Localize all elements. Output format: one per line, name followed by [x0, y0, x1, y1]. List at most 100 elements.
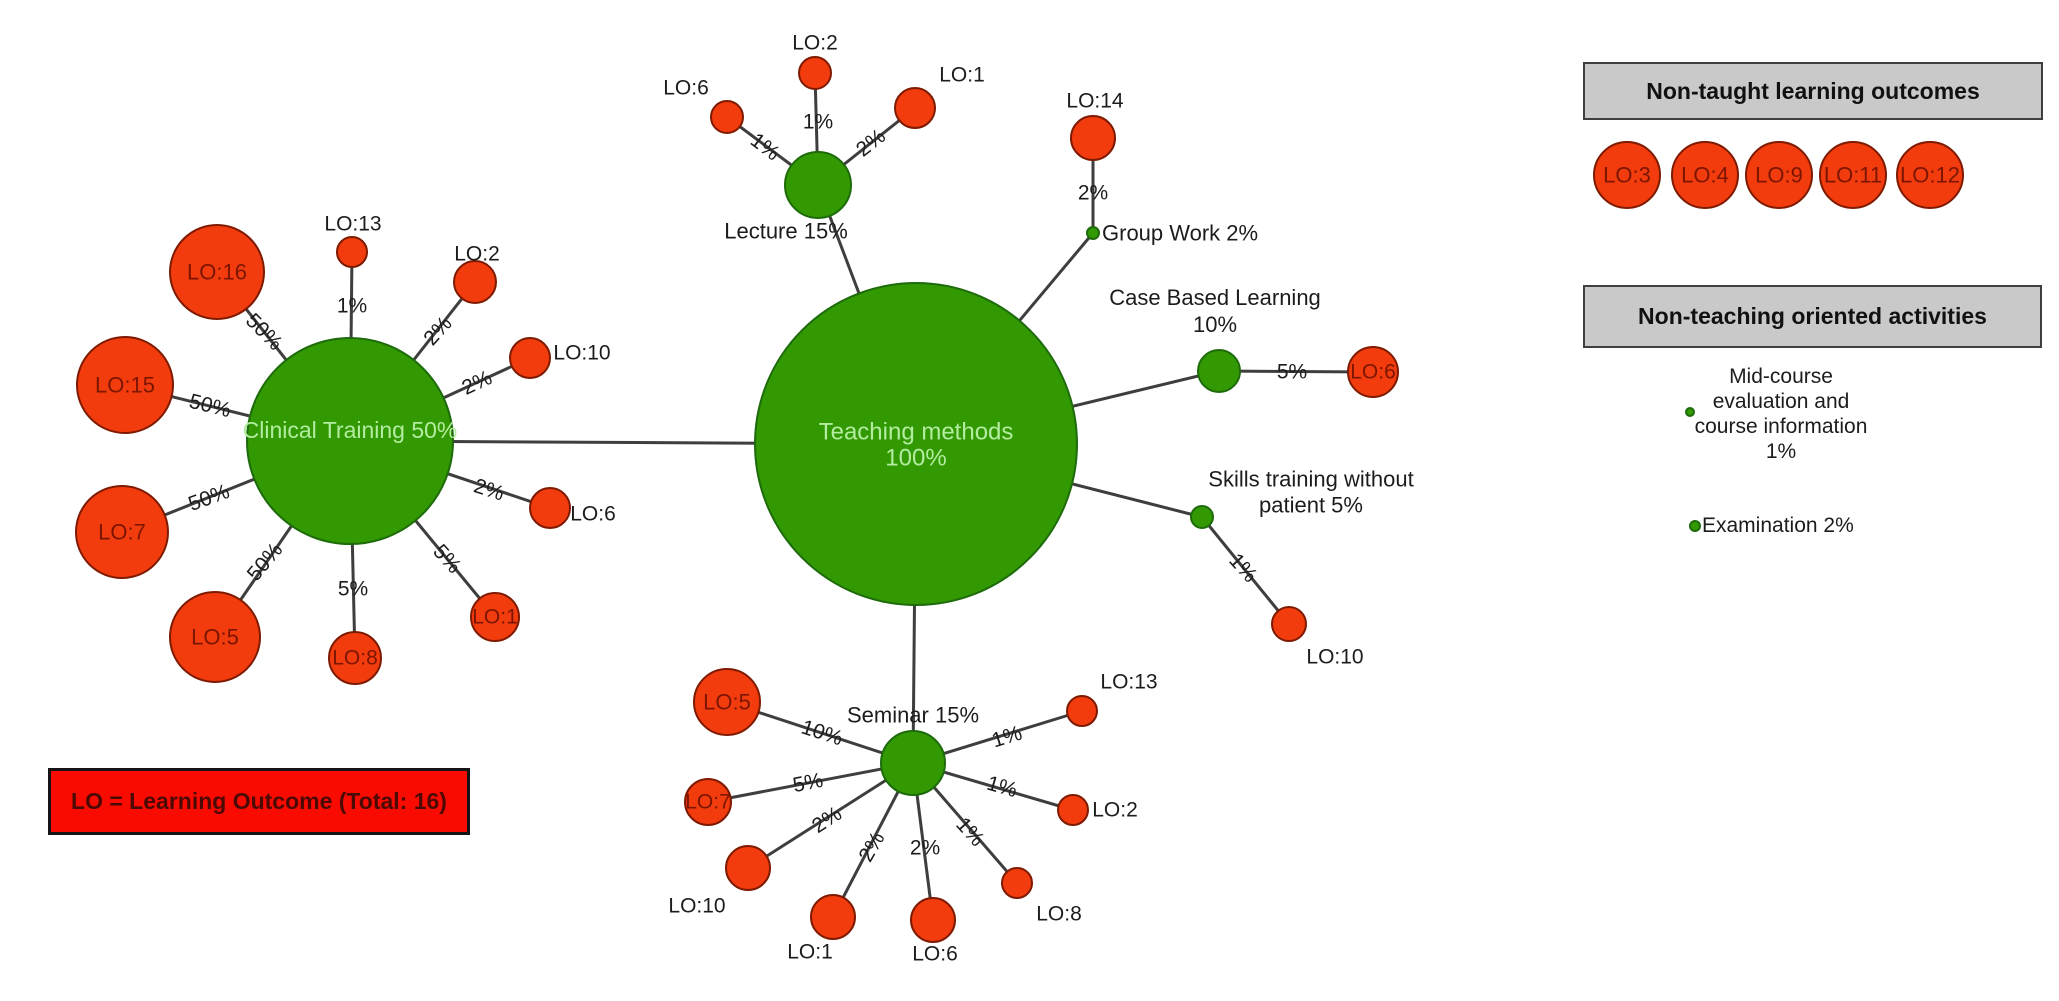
node-teaching-methods [754, 282, 1078, 606]
legend-header-non-taught: Non-taught learning outcomes [1583, 62, 2043, 120]
diagram-text-label: LO:6 [912, 943, 958, 966]
diagram-text-label: Lecture 15% [724, 219, 848, 244]
node-skills-training [1190, 505, 1214, 529]
diagram-text-label: LO:8 [1036, 903, 1082, 926]
node-legend-lo3 [1593, 141, 1661, 209]
node-clinical-lo5 [169, 591, 261, 683]
diagram-text-label: LO:1 [939, 64, 985, 87]
node-clinical-lo16 [169, 224, 265, 320]
diagram-text-label: LO:2 [1092, 799, 1138, 822]
node-clinical-lo6 [529, 487, 571, 529]
node-legend-lo4 [1671, 141, 1739, 209]
edge-percent-label: 50% [241, 309, 287, 355]
node-seminar-lo6 [910, 897, 956, 943]
edge-percent-label: 2% [808, 802, 846, 838]
edge-percent-label: 50% [185, 480, 232, 516]
edge-percent-label: 5% [791, 769, 825, 797]
diagram-text-label: Case Based Learning [1109, 285, 1321, 310]
node-label-clinical-lo15: LO:15 [95, 373, 155, 398]
diagram-text-label: LO:13 [1100, 671, 1157, 694]
node-label-seminar-lo7: LO:7 [685, 791, 731, 814]
node-legend-lo11 [1819, 141, 1887, 209]
edge-seminar-seminar_lo7 [707, 761, 914, 804]
node-label-clinical-lo5: LO:5 [191, 625, 239, 650]
diagram-text-label: 10% [1193, 312, 1237, 337]
node-label-cbl-lo6: LO:6 [1350, 361, 1396, 384]
legend-header-non-teaching: Non-teaching oriented activities [1583, 285, 2042, 348]
node-clinical-lo15 [76, 336, 174, 434]
node-skills-lo10 [1271, 606, 1307, 642]
node-label-seminar-lo5: LO:5 [703, 690, 751, 715]
node-label-clinical-lo16: LO:16 [187, 260, 247, 285]
node-lecture-lo2 [798, 56, 832, 90]
edge-percent-label: 10% [798, 716, 845, 751]
node-label-clinical-lo8: LO:8 [332, 647, 378, 670]
node-legend-lo12 [1896, 141, 1964, 209]
diagram-text-label: LO:1 [787, 941, 833, 964]
node-clinical-lo13 [336, 236, 368, 268]
edge-percent-label: 2% [1078, 182, 1108, 205]
diagram-text-label: LO:10 [668, 895, 725, 918]
node-lecture [784, 151, 852, 219]
node-clinical-lo2 [453, 260, 497, 304]
edge-percent-label: 2% [471, 474, 507, 505]
edge-percent-label: 2% [854, 828, 889, 866]
edge-percent-label: 2% [910, 837, 940, 860]
edge-percent-label: 5% [1277, 361, 1307, 384]
node-label-legend-lo11: LO:11 [1824, 163, 1882, 188]
node-clinical-lo7 [75, 485, 169, 579]
edge-percent-label: 2% [458, 366, 495, 400]
node-seminar-lo1 [810, 894, 856, 940]
node-label-teaching-methods: 100% [885, 445, 946, 472]
node-clinical-lo10 [509, 337, 551, 379]
diagram-text-label: LO:13 [324, 213, 381, 236]
node-case-based-learning [1197, 349, 1241, 393]
node-seminar [880, 730, 946, 796]
diagram-text-label: LO:2 [454, 243, 500, 266]
node-label-clinical-lo1: LO:1 [472, 606, 518, 629]
node-lecture-lo6 [710, 100, 744, 134]
edge-percent-label: 50% [187, 390, 233, 422]
edge-percent-label: 1% [803, 111, 833, 134]
activity-midcourse-label: Mid-course evaluation and course informa… [1694, 365, 1868, 463]
diagram-text-label: LO:14 [1066, 90, 1124, 113]
diagram-text-label: LO:6 [570, 503, 616, 526]
edge-percent-label: 50% [243, 539, 288, 586]
node-label-teaching-methods: Teaching methods [819, 419, 1014, 446]
lo-definition-note: LO = Learning Outcome (Total: 16) [48, 768, 470, 835]
node-clinical-lo8 [328, 631, 382, 685]
node-legend-lo9 [1745, 141, 1813, 209]
node-lecture-lo1 [894, 87, 936, 129]
node-label-clinical-training: Clinical Training 50% [243, 417, 458, 443]
diagram-text-label: patient 5% [1259, 493, 1363, 518]
diagram-text-label: Seminar 15% [847, 703, 979, 728]
diagram-text-label: LO:10 [553, 342, 610, 365]
node-label-legend-lo4: LO:4 [1681, 163, 1729, 188]
activity-examination-label: Examination 2% [1702, 514, 1854, 537]
node-cbl-lo6 [1347, 346, 1399, 398]
node-label-clinical-lo7: LO:7 [98, 520, 146, 545]
node-label-legend-lo12: LO:12 [1900, 163, 1960, 188]
node-groupwork-lo14 [1070, 115, 1116, 161]
edge-skills_training-skills_lo10 [1200, 516, 1291, 625]
diagram-text-label: Skills training without [1208, 467, 1413, 492]
diagram-text-label: Group Work 2% [1102, 221, 1258, 246]
edge-percent-label: 5% [338, 578, 368, 601]
node-seminar-lo2 [1057, 794, 1089, 826]
diagram-text-label: LO:2 [792, 32, 838, 55]
node-label-legend-lo3: LO:3 [1603, 163, 1651, 188]
node-group-work [1086, 226, 1100, 240]
node-seminar-lo13 [1066, 695, 1098, 727]
node-clinical-lo1 [470, 592, 520, 642]
diagram-text-label: LO:10 [1306, 646, 1363, 669]
node-label-legend-lo9: LO:9 [1755, 163, 1803, 188]
node-seminar-lo5 [693, 668, 761, 736]
edge-percent-label: 1% [337, 295, 367, 318]
node-dot-midcourse [1685, 407, 1695, 417]
node-clinical-training [246, 337, 454, 545]
node-seminar-lo10 [725, 845, 771, 891]
diagram-text-label: LO:6 [663, 77, 709, 100]
edge-percent-label: 2% [852, 125, 890, 162]
